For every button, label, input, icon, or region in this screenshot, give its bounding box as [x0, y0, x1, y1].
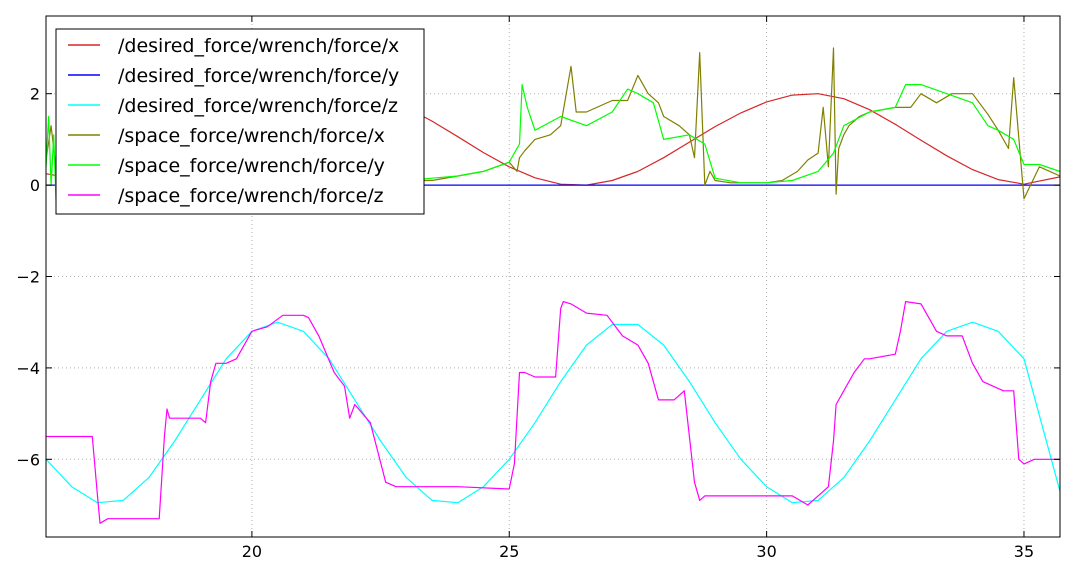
x-tick-label: 35 — [1014, 542, 1034, 561]
legend-label: /desired_force/wrench/force/y — [118, 65, 399, 87]
legend-label: /space_force/wrench/force/y — [118, 155, 385, 177]
legend-label: /desired_force/wrench/force/z — [118, 95, 398, 117]
x-tick-label: 20 — [242, 542, 262, 561]
y-tick-label: −2 — [16, 268, 40, 287]
legend: /desired_force/wrench/force/x/desired_fo… — [55, 28, 425, 215]
legend-label: /space_force/wrench/force/z — [118, 185, 384, 207]
series-line-3 — [46, 321, 1060, 504]
legend-label: /desired_force/wrench/force/x — [118, 35, 399, 57]
legend-box — [55, 28, 425, 215]
y-tick-label: 0 — [30, 176, 40, 195]
y-tick-label: −4 — [16, 359, 40, 378]
y-tick-label: −6 — [16, 450, 40, 469]
axis-ticks: 20 25 30 35 −6 −4 −2 0 2 — [16, 16, 1060, 561]
legend-label: /space_force/wrench/force/x — [118, 125, 385, 147]
x-tick-label: 25 — [499, 542, 519, 561]
x-tick-label: 30 — [756, 542, 776, 561]
series-line-6 — [46, 301, 1060, 524]
y-tick-label: 2 — [30, 85, 40, 104]
